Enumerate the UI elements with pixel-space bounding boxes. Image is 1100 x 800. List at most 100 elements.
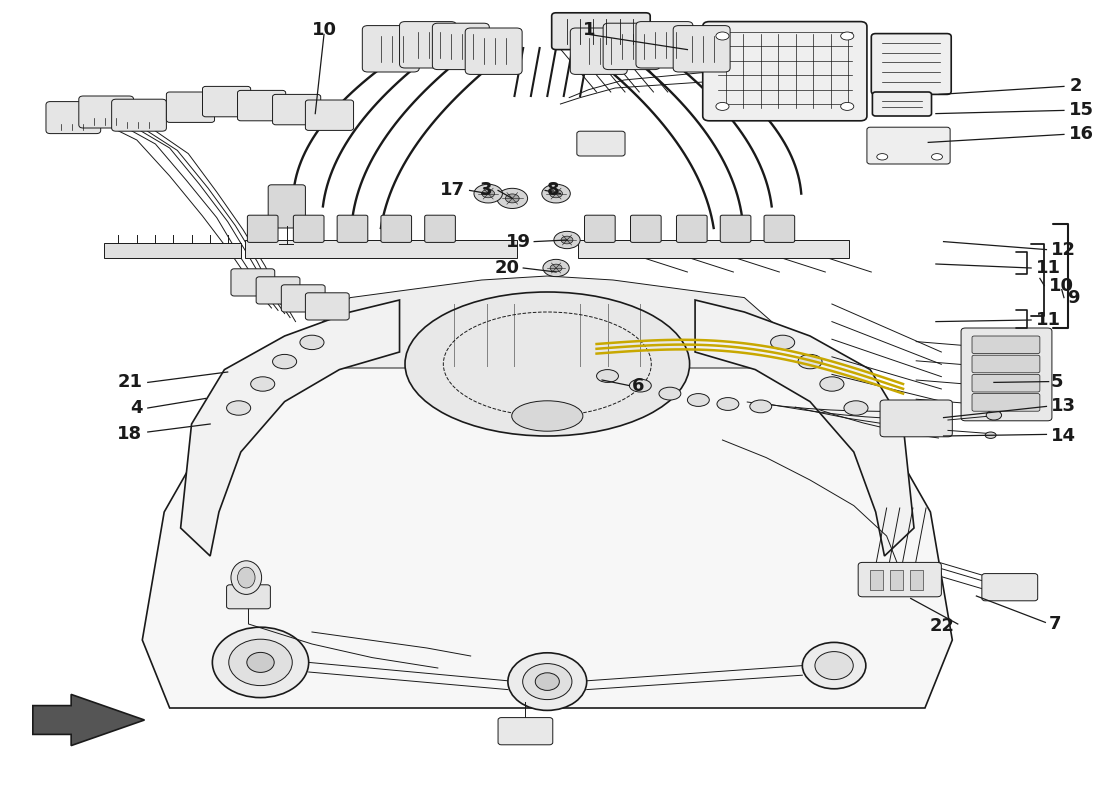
Text: applicationtool: applicationtool — [403, 380, 667, 564]
Ellipse shape — [251, 377, 275, 391]
Ellipse shape — [659, 387, 681, 400]
FancyBboxPatch shape — [268, 185, 306, 228]
Text: 11: 11 — [1035, 259, 1060, 277]
Text: 12: 12 — [1050, 241, 1076, 258]
Text: 16: 16 — [1069, 126, 1094, 143]
FancyBboxPatch shape — [166, 92, 214, 122]
FancyBboxPatch shape — [673, 26, 730, 72]
Text: 7: 7 — [1048, 615, 1062, 633]
FancyBboxPatch shape — [432, 23, 490, 70]
Text: 10: 10 — [311, 22, 337, 39]
FancyBboxPatch shape — [603, 23, 660, 70]
FancyBboxPatch shape — [552, 13, 650, 50]
Ellipse shape — [561, 236, 573, 244]
FancyBboxPatch shape — [961, 328, 1052, 421]
FancyBboxPatch shape — [972, 355, 1040, 373]
FancyBboxPatch shape — [337, 215, 367, 242]
Text: euro: euro — [454, 262, 735, 490]
Bar — [104, 243, 241, 258]
Ellipse shape — [987, 410, 1002, 420]
FancyBboxPatch shape — [972, 336, 1040, 354]
Ellipse shape — [474, 184, 503, 203]
Ellipse shape — [405, 292, 690, 436]
Ellipse shape — [629, 379, 651, 392]
Ellipse shape — [508, 653, 586, 710]
FancyBboxPatch shape — [872, 92, 932, 116]
FancyBboxPatch shape — [399, 22, 456, 68]
Polygon shape — [33, 694, 144, 746]
Text: 15: 15 — [1069, 102, 1094, 119]
Ellipse shape — [844, 401, 868, 415]
Text: 13: 13 — [1050, 398, 1076, 415]
Bar — [870, 570, 883, 590]
Ellipse shape — [505, 194, 519, 203]
Ellipse shape — [932, 154, 943, 160]
FancyBboxPatch shape — [306, 293, 349, 320]
Ellipse shape — [716, 102, 729, 110]
Ellipse shape — [512, 401, 583, 431]
Ellipse shape — [877, 154, 888, 160]
FancyBboxPatch shape — [362, 26, 419, 72]
Ellipse shape — [840, 32, 854, 40]
FancyBboxPatch shape — [256, 277, 300, 304]
Text: 11: 11 — [1035, 311, 1060, 329]
Text: 5: 5 — [1050, 373, 1064, 390]
Text: 14: 14 — [1050, 427, 1076, 445]
Ellipse shape — [550, 190, 562, 198]
Ellipse shape — [820, 377, 844, 391]
Text: 19: 19 — [506, 233, 531, 250]
Ellipse shape — [771, 335, 794, 350]
Ellipse shape — [717, 398, 739, 410]
Text: 21: 21 — [118, 374, 142, 391]
Ellipse shape — [688, 394, 710, 406]
Ellipse shape — [550, 264, 562, 272]
FancyBboxPatch shape — [248, 215, 278, 242]
Polygon shape — [142, 288, 953, 708]
Ellipse shape — [750, 400, 772, 413]
Text: 9: 9 — [1067, 289, 1080, 306]
Text: 1: 1 — [583, 21, 595, 38]
Ellipse shape — [716, 32, 729, 40]
FancyBboxPatch shape — [858, 562, 942, 597]
FancyBboxPatch shape — [630, 215, 661, 242]
Text: 8: 8 — [548, 182, 560, 199]
FancyBboxPatch shape — [465, 28, 522, 74]
FancyBboxPatch shape — [880, 400, 953, 437]
FancyBboxPatch shape — [79, 96, 133, 128]
Text: 18: 18 — [118, 425, 142, 442]
Ellipse shape — [543, 259, 569, 277]
FancyBboxPatch shape — [294, 215, 324, 242]
Ellipse shape — [238, 567, 255, 588]
Text: 4: 4 — [130, 399, 142, 417]
FancyBboxPatch shape — [425, 215, 455, 242]
Ellipse shape — [227, 401, 251, 415]
Polygon shape — [307, 276, 788, 368]
Ellipse shape — [554, 231, 580, 249]
Ellipse shape — [798, 354, 822, 369]
FancyBboxPatch shape — [972, 374, 1040, 392]
FancyBboxPatch shape — [871, 34, 952, 94]
Polygon shape — [695, 300, 914, 556]
FancyBboxPatch shape — [282, 285, 326, 312]
Text: 2: 2 — [1069, 78, 1082, 95]
FancyBboxPatch shape — [498, 718, 553, 745]
FancyBboxPatch shape — [720, 215, 751, 242]
FancyBboxPatch shape — [273, 94, 321, 125]
Ellipse shape — [497, 188, 528, 209]
Text: 20: 20 — [495, 259, 520, 277]
Ellipse shape — [300, 335, 324, 350]
FancyBboxPatch shape — [764, 215, 794, 242]
Bar — [245, 240, 517, 258]
Ellipse shape — [482, 190, 495, 198]
FancyBboxPatch shape — [570, 28, 627, 74]
Text: 10: 10 — [1048, 277, 1074, 294]
FancyBboxPatch shape — [227, 585, 271, 609]
FancyBboxPatch shape — [202, 86, 251, 117]
Ellipse shape — [815, 651, 854, 679]
Ellipse shape — [840, 102, 854, 110]
Text: 3: 3 — [480, 182, 493, 199]
Polygon shape — [180, 300, 399, 556]
Bar — [890, 570, 903, 590]
FancyBboxPatch shape — [676, 215, 707, 242]
FancyBboxPatch shape — [576, 131, 625, 156]
